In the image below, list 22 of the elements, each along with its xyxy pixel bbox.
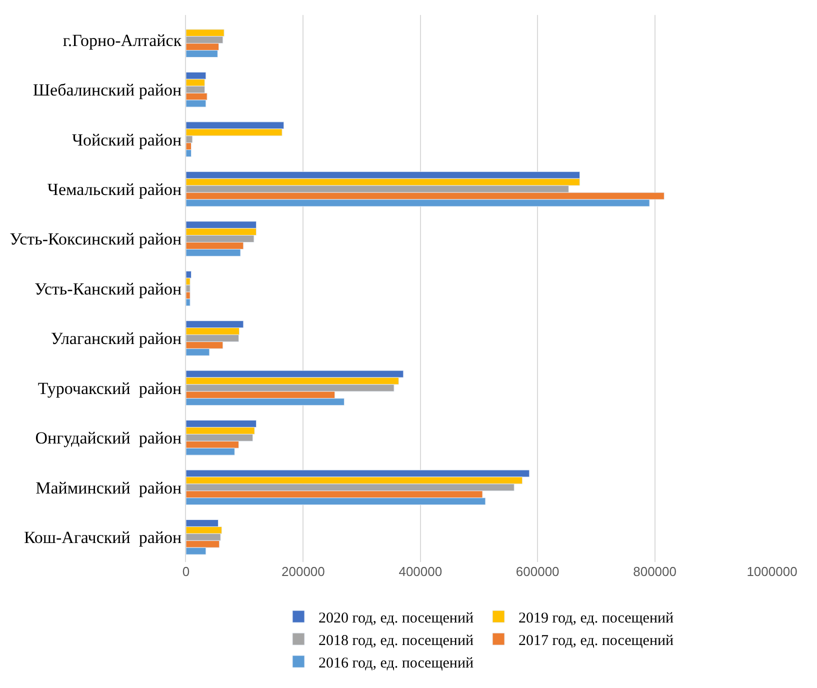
legend-label: 2019 год, ед. посещений (518, 610, 674, 626)
y-tick-label: г.Горно-Алтайск (62, 30, 182, 50)
x-tick-label: 200000 (282, 564, 325, 579)
y-tick-label: Усть-Канский район (34, 279, 182, 298)
legend-label: 2018 год, ед. посещений (318, 632, 474, 649)
x-tick-label: 800000 (633, 564, 676, 579)
y-tick-label: Майминский район (36, 478, 182, 498)
y-tick-label: Онгудайский район (35, 428, 182, 448)
y-tick-label: Кош-Агачский район (24, 528, 182, 548)
x-tick-label: 0 (182, 564, 190, 579)
y-tick-label: Улаганский район (50, 329, 182, 348)
x-tick-label: 400000 (398, 564, 442, 579)
y-tick-label: Чойский район (72, 130, 182, 150)
y-tick-label: Шебалинский район (32, 80, 182, 100)
legend-label: 2017 год, ед. посещений (518, 632, 674, 649)
legend-label: 2016 год, ед. посещений (318, 655, 474, 672)
legend-label: 2020 год, ед. посещений (318, 610, 474, 626)
y-tick-label: Усть-Коксинский район (10, 230, 182, 249)
y-tick-label: Турочакский район (38, 378, 182, 398)
x-tick-label: 1000000 (746, 564, 798, 579)
y-tick-label: Чемальский район (47, 180, 182, 199)
x-tick-label: 600000 (516, 564, 560, 579)
